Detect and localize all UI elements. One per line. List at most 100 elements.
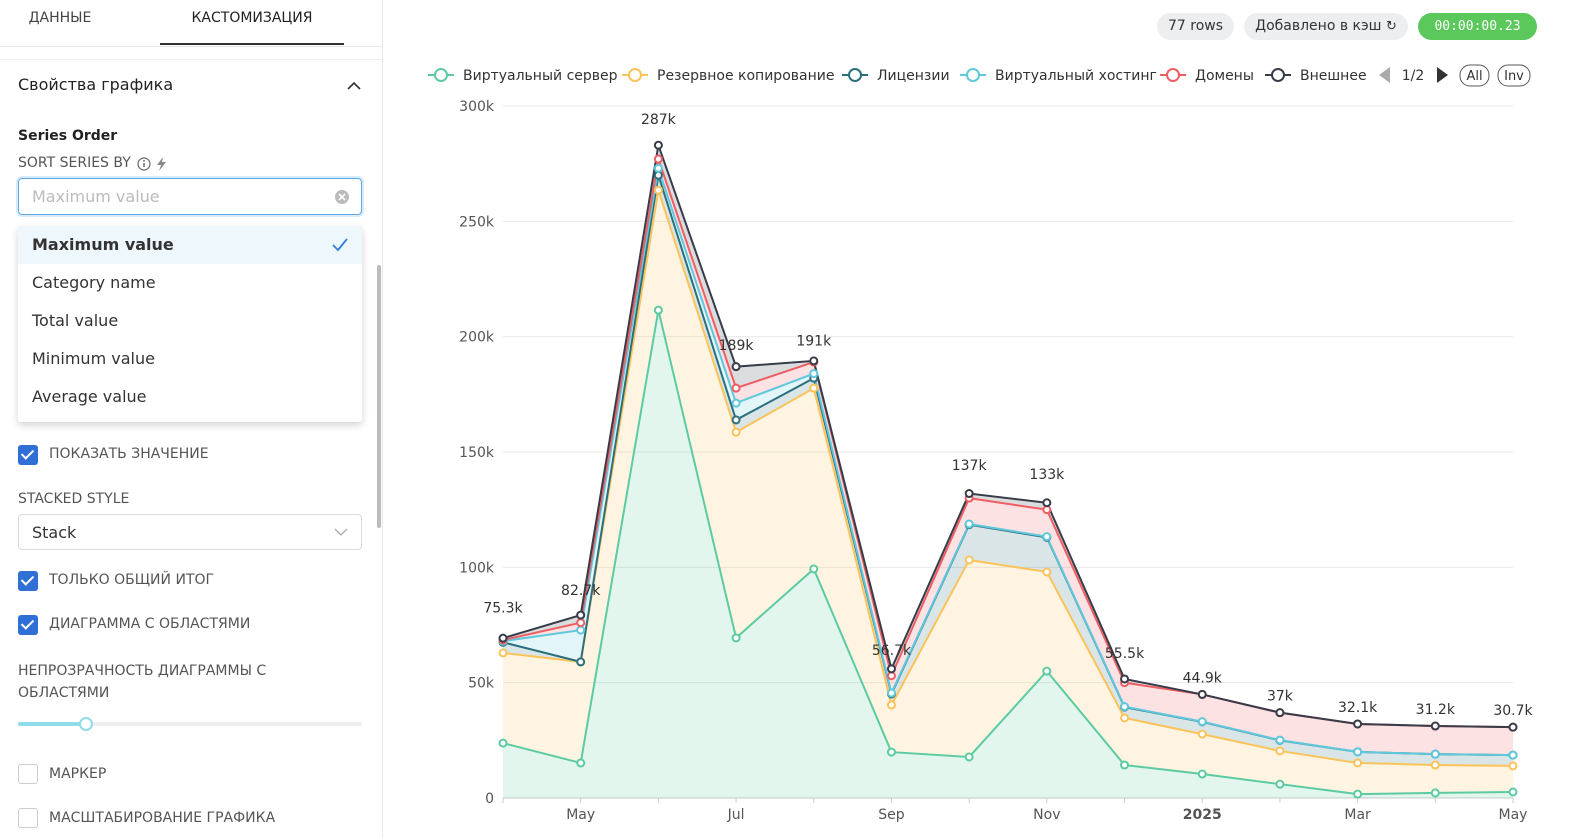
total-label: 133k bbox=[1029, 467, 1065, 483]
legend-label: Виртуальный хостинг bbox=[995, 68, 1157, 84]
tab[interactable]: КАСТОМИЗАЦИЯ bbox=[191, 10, 313, 26]
point bbox=[731, 398, 741, 408]
label: ПОКАЗАТЬ ЗНАЧЕНИЕ bbox=[49, 446, 209, 462]
checkbox[interactable] bbox=[18, 615, 38, 635]
point bbox=[498, 633, 508, 643]
point bbox=[1430, 749, 1440, 759]
total-label: 56.7k bbox=[872, 643, 912, 659]
point bbox=[1275, 708, 1285, 718]
scrollbar bbox=[377, 265, 381, 528]
point bbox=[653, 185, 663, 195]
checkbox[interactable] bbox=[18, 445, 38, 465]
total-label: 75.3k bbox=[483, 600, 523, 616]
y-tick-label: 150k bbox=[459, 445, 495, 461]
point bbox=[498, 648, 508, 658]
point bbox=[964, 555, 974, 565]
check-icon bbox=[332, 238, 348, 252]
point bbox=[576, 758, 586, 768]
point bbox=[886, 747, 896, 757]
checkbox[interactable] bbox=[18, 808, 38, 828]
point bbox=[809, 383, 819, 393]
series-line bbox=[502, 167, 1514, 757]
x-tick-label: May bbox=[566, 807, 595, 823]
label: Series Order bbox=[18, 128, 118, 144]
sidebar: ДАННЫЕ КАСТОМИЗАЦИЯ Свойства графика Ser… bbox=[0, 0, 383, 838]
checkbox[interactable] bbox=[18, 571, 38, 591]
label: SORT SERIES BY bbox=[18, 155, 131, 171]
divider bbox=[0, 59, 382, 60]
series-line bbox=[502, 189, 1514, 767]
total-label: 31.2k bbox=[1416, 702, 1456, 718]
checkbox[interactable] bbox=[18, 764, 38, 784]
point bbox=[1042, 498, 1052, 508]
total-label: 287k bbox=[641, 112, 677, 128]
point bbox=[576, 610, 586, 620]
section-title: Свойства графика bbox=[18, 75, 174, 94]
area bbox=[503, 190, 1513, 795]
series-line bbox=[502, 309, 1514, 796]
point bbox=[1508, 787, 1518, 797]
cache-badge[interactable]: Добавлено в кэш ↻ bbox=[1244, 13, 1408, 40]
point bbox=[1120, 713, 1130, 723]
timer-badge: 00:00:00.23 bbox=[1418, 13, 1537, 40]
refresh-icon: ↻ bbox=[1385, 19, 1397, 34]
point bbox=[653, 163, 663, 173]
select-input[interactable] bbox=[18, 178, 362, 215]
dropdown-option[interactable]: Minimum value bbox=[32, 349, 155, 368]
dropdown-option[interactable]: Average value bbox=[32, 387, 147, 406]
slider-handle[interactable] bbox=[79, 717, 93, 731]
point bbox=[886, 664, 896, 674]
x-tick-label: Nov bbox=[1033, 807, 1060, 823]
total-label: 44.9k bbox=[1183, 670, 1223, 686]
total-label: 37k bbox=[1267, 689, 1294, 705]
select[interactable] bbox=[18, 514, 362, 550]
tab[interactable]: ДАННЫЕ bbox=[28, 10, 92, 26]
label: ТОЛЬКО ОБЩИЙ ИТОГ bbox=[49, 572, 215, 588]
point bbox=[1353, 789, 1363, 799]
series-line bbox=[502, 144, 1514, 729]
info-icons bbox=[137, 157, 166, 171]
point bbox=[1042, 532, 1052, 542]
y-tick-label: 0 bbox=[485, 791, 494, 807]
tab-underline bbox=[160, 43, 344, 45]
point bbox=[653, 154, 663, 164]
all-label: All bbox=[1466, 69, 1482, 84]
point bbox=[576, 625, 586, 635]
label: МАСШТАБИРОВАНИЕ ГРАФИКА bbox=[49, 810, 276, 826]
y-tick-label: 250k bbox=[459, 214, 495, 230]
point bbox=[576, 657, 586, 667]
point bbox=[809, 356, 819, 366]
y-tick-label: 300k bbox=[459, 99, 495, 115]
inv-button bbox=[1497, 64, 1531, 87]
select-value: Stack bbox=[32, 523, 77, 542]
dropdown-option[interactable]: Total value bbox=[32, 311, 119, 330]
legend-marker bbox=[434, 68, 448, 82]
y-tick-label: 100k bbox=[459, 560, 495, 576]
point bbox=[809, 564, 819, 574]
dropdown: Maximum value Category name Total value Min… bbox=[18, 226, 362, 422]
collapse-icon[interactable] bbox=[346, 80, 362, 92]
point bbox=[809, 369, 819, 379]
total-label: 137k bbox=[952, 458, 988, 474]
legend-marker bbox=[1271, 68, 1285, 82]
pager-prev bbox=[1379, 67, 1390, 83]
x-tick-label: Jul bbox=[727, 807, 745, 823]
slider-fill bbox=[18, 722, 86, 726]
divider bbox=[0, 46, 382, 47]
legend-label: Лицензии bbox=[877, 68, 950, 84]
point bbox=[731, 415, 741, 425]
chevron bbox=[334, 528, 348, 536]
point bbox=[1430, 721, 1440, 731]
point bbox=[1508, 722, 1518, 732]
all-button bbox=[1459, 64, 1490, 87]
point bbox=[576, 618, 586, 628]
point bbox=[498, 738, 508, 748]
point bbox=[1120, 702, 1130, 712]
dropdown-option[interactable]: Category name bbox=[32, 273, 156, 292]
point bbox=[1430, 788, 1440, 798]
cache-text: Добавлено в кэш bbox=[1255, 18, 1382, 34]
legend-marker bbox=[628, 68, 642, 82]
dropdown-option[interactable]: Maximum value bbox=[18, 226, 362, 264]
clear-icon[interactable] bbox=[334, 189, 350, 205]
